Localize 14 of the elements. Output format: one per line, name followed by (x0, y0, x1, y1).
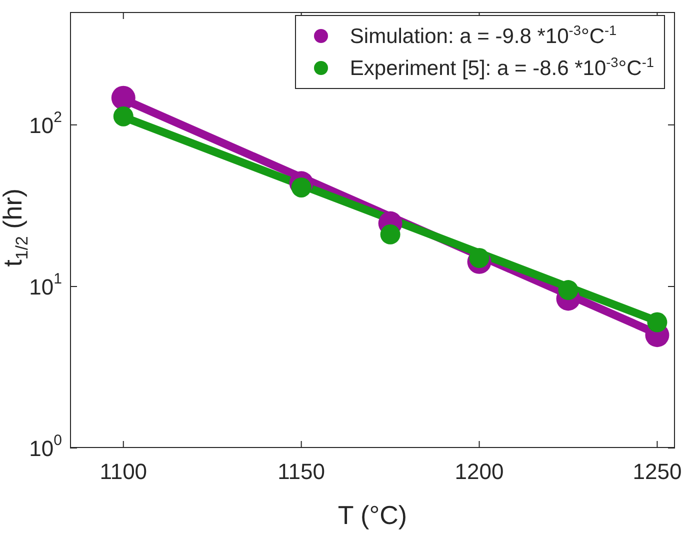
x-tick-label: 1150 (278, 459, 325, 484)
point (113, 106, 134, 126)
point (647, 312, 668, 332)
point (111, 86, 136, 110)
point (558, 280, 578, 300)
legend-label: Experiment [5]: a = -8.6 *10$^{-3}$°C$^{-1}$ (350, 55, 654, 81)
x-tick-label: 1200 (454, 459, 504, 484)
x-tick-label: 1100 (100, 459, 148, 484)
legend-label: Simulation: a = -9.8 *10$^{-3}$°C$^{-1}$ (350, 23, 617, 49)
x-tick-label: 1250 (632, 459, 682, 484)
x-axis-title: T (°C) (336, 500, 408, 531)
point (380, 224, 400, 244)
point (291, 177, 312, 198)
point (469, 248, 490, 268)
